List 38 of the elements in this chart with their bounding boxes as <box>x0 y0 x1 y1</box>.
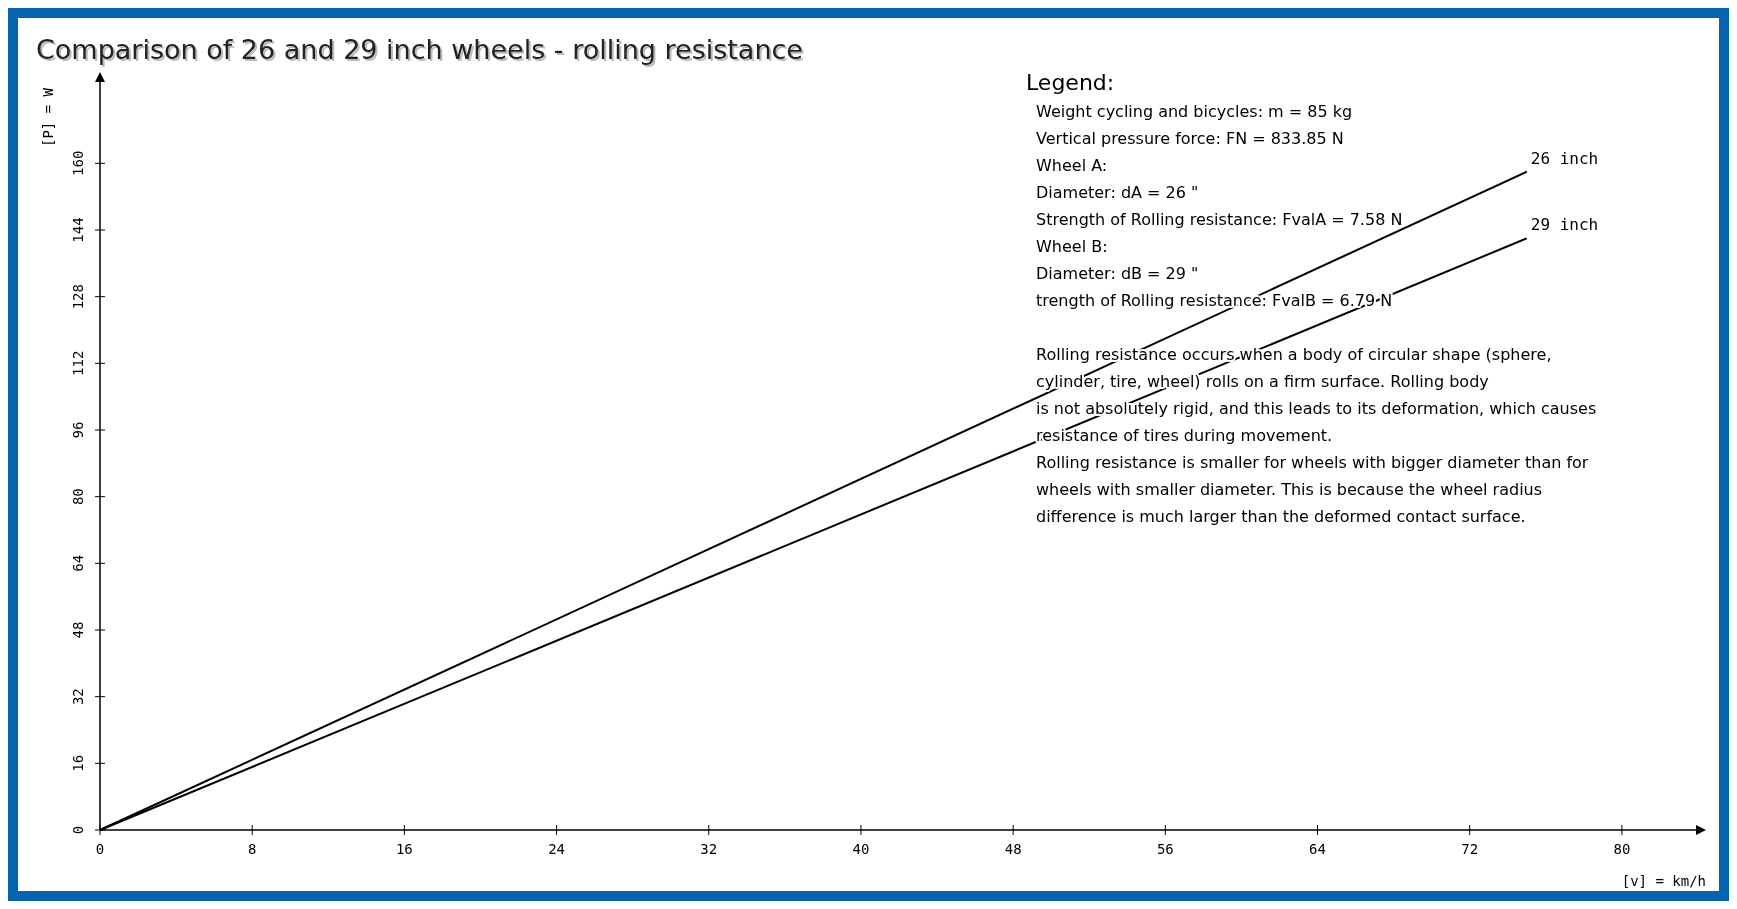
x-tick-label: 16 <box>395 841 413 857</box>
annotation: Vertical pressure force: FN = 833.85 N <box>1036 129 1344 148</box>
y-tick-label: 160 <box>70 150 86 176</box>
annotation: Diameter: dB = 29 " <box>1036 264 1199 283</box>
x-tick-label: 80 <box>1613 841 1631 857</box>
x-tick-label: 40 <box>852 841 870 857</box>
annotation: Legend: <box>1026 70 1115 95</box>
series-label: 29 inch <box>1530 215 1599 235</box>
y-tick-label: 96 <box>70 421 86 439</box>
x-tick-label: 8 <box>247 841 257 857</box>
y-tick-label: 16 <box>70 754 86 772</box>
x-axis-title: [v] = km/h <box>1621 873 1706 889</box>
annotation: Strength of Rolling resistance: FvalA = 7.58 N <box>1036 210 1403 229</box>
x-tick-label: 72 <box>1461 841 1479 857</box>
x-tick-label: 64 <box>1309 841 1326 857</box>
y-tick-label: 64 <box>70 554 86 572</box>
y-tick-label: 144 <box>70 217 86 243</box>
x-tick-label: 0 <box>95 841 105 857</box>
annotation: Wheel B: <box>1036 237 1108 256</box>
y-tick-label: 48 <box>70 621 86 639</box>
annotation: Diameter: dA = 26 " <box>1036 183 1199 202</box>
y-tick-label: 128 <box>70 284 86 310</box>
y-tick-label: 80 <box>70 488 86 506</box>
y-tick-label: 112 <box>70 350 86 376</box>
series-label: 26 inch <box>1530 148 1599 168</box>
y-tick-label: 0 <box>70 825 86 835</box>
x-tick-label: 56 <box>1156 841 1174 857</box>
annotation: difference is much larger than the deformed contact surface. <box>1036 507 1526 526</box>
y-axis-title: [P] = W <box>40 87 56 148</box>
annotation: Rolling resistance is smaller for wheels with bigger diameter than for <box>1036 453 1589 472</box>
y-tick-label: 32 <box>70 688 86 706</box>
chart-title: Comparison of 26 and 29 inch wheels - rolling resistance <box>38 36 805 67</box>
x-tick-label: 48 <box>1004 841 1022 857</box>
annotation: wheels with smaller diameter. This is because the wheel radius <box>1036 480 1543 499</box>
annotation: Weight cycling and bicycles: m = 85 kg <box>1036 102 1353 121</box>
annotation: Wheel A: <box>1036 156 1108 175</box>
x-tick-label: 24 <box>548 841 565 857</box>
x-tick-label: 32 <box>700 841 718 857</box>
